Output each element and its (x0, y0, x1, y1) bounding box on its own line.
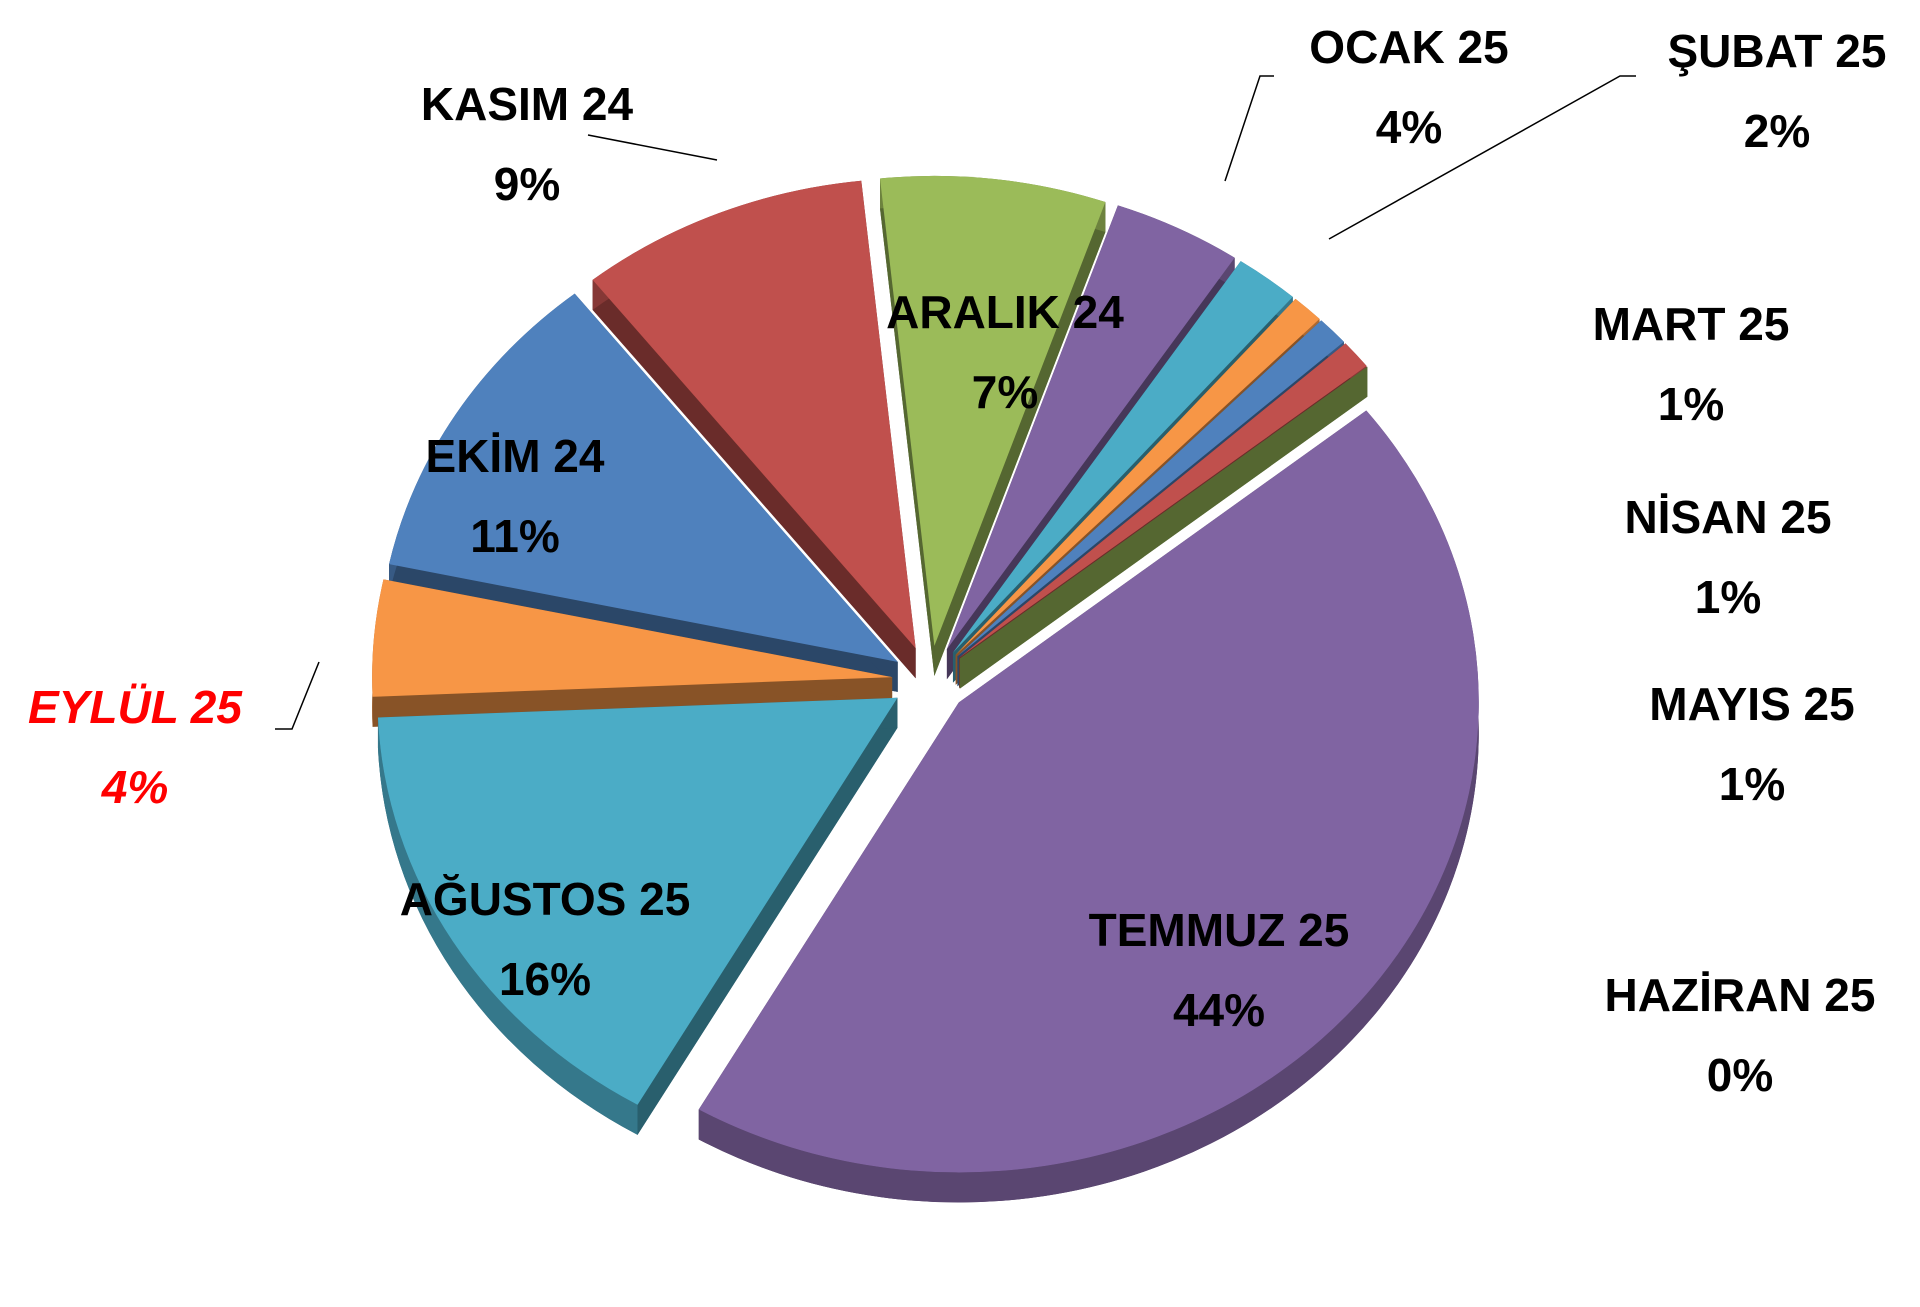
slice (955, 298, 1320, 655)
slice-value-label: 4% (1376, 101, 1442, 153)
slice-side (880, 178, 935, 676)
slice-value-label: 1% (1695, 571, 1761, 623)
slice-side (959, 366, 1368, 689)
slice-label: OCAK 25 (1309, 21, 1508, 73)
slice-label: EKİM 24 (426, 430, 605, 482)
slice (389, 293, 898, 662)
slice-label: ŞUBAT 25 (1668, 25, 1887, 77)
slice (372, 579, 893, 697)
slice-label: HAZİRAN 25 (1605, 969, 1876, 1021)
slice (880, 175, 1106, 646)
slice-bottom (959, 396, 1368, 689)
slice-label: TEMMUZ 25 (1089, 904, 1350, 956)
slice-label: MART 25 (1593, 298, 1790, 350)
leader-line (587, 134, 718, 161)
slice-value-label: 0% (1707, 1049, 1773, 1101)
slice-label: KASIM 24 (421, 78, 634, 130)
pie (372, 175, 1479, 1203)
slice-label: MAYIS 25 (1649, 678, 1854, 730)
slice (377, 697, 898, 1105)
slice-side (637, 697, 898, 1135)
slice-label: EYLÜL 25 (28, 681, 243, 733)
slice-value-label: 16% (499, 953, 591, 1005)
slice-value-label: 4% (101, 761, 168, 813)
slice-value-label: 1% (1719, 758, 1785, 810)
slice-wall (377, 717, 638, 1135)
slice-side (592, 279, 916, 679)
slice-side (934, 202, 1106, 676)
slice (959, 343, 1367, 658)
slice-value-label: 44% (1173, 984, 1265, 1036)
leader-line (1224, 75, 1274, 182)
slice (952, 261, 1293, 653)
slice (946, 205, 1235, 650)
slice (592, 180, 916, 649)
labels: EKİM 24 11% KASIM 24 9% ARALIK 24 7% OCAK 25 4%… (28, 21, 1886, 1101)
slice-label: AĞUSTOS 25 (400, 873, 691, 925)
slice (959, 366, 1368, 659)
slice-label: NİSAN 25 (1624, 491, 1831, 543)
slice (698, 410, 1479, 1173)
slice-value-label: 2% (1744, 105, 1810, 157)
leader-line (275, 661, 320, 730)
slice-value-label: 7% (972, 366, 1038, 418)
slice-value-label: 11% (470, 510, 560, 562)
slice-value-label: 9% (494, 158, 560, 210)
slice-value-label: 1% (1658, 378, 1724, 430)
leader-line (1328, 75, 1636, 240)
slice (957, 320, 1344, 657)
slice-label: ARALIK 24 (886, 286, 1124, 338)
